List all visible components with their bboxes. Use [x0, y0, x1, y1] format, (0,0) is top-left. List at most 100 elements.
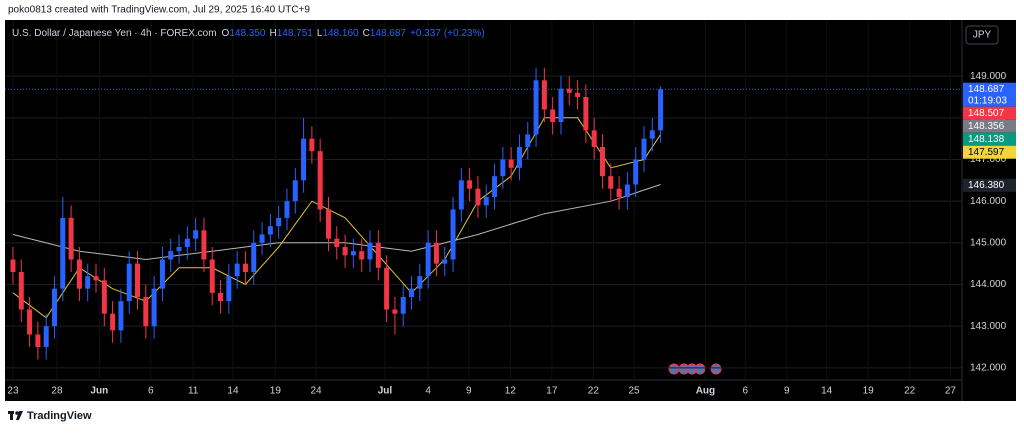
moving-average — [12, 117, 662, 319]
candle-body — [193, 230, 199, 239]
y-tick-label: 142.000 — [970, 362, 1007, 373]
candle-body — [267, 226, 273, 235]
candle-body — [292, 180, 298, 202]
candle-body — [475, 188, 481, 206]
candle-body — [442, 259, 448, 264]
candle-body — [209, 259, 215, 293]
candle-body — [409, 288, 415, 297]
x-tick-label: 14 — [227, 386, 239, 397]
candle-body — [334, 238, 340, 247]
candle-body — [641, 138, 647, 160]
ohlc-value: 148.350 — [229, 28, 266, 39]
candle-body — [218, 292, 224, 302]
x-tick-label: 4 — [425, 386, 431, 397]
candle-body — [259, 234, 265, 243]
candle-body — [608, 176, 614, 189]
candle-body — [483, 197, 489, 206]
x-tick-label: 25 — [628, 386, 640, 397]
x-tick-label: 24 — [310, 386, 322, 397]
candle-body — [118, 301, 124, 331]
x-tick-label: 9 — [784, 386, 790, 397]
logo-dot — [15, 411, 19, 415]
candle-body — [309, 138, 315, 152]
x-tick-label: 22 — [588, 386, 600, 397]
currency-box[interactable] — [965, 25, 999, 45]
price-label: 148.687 — [968, 84, 1005, 95]
x-tick-label: Jul — [378, 386, 393, 397]
candle-body — [101, 280, 107, 314]
candle-body — [168, 251, 174, 260]
logo-shape — [16, 411, 23, 420]
x-tick-label: 9 — [466, 386, 472, 397]
candle-body — [159, 259, 165, 289]
candle-body — [27, 309, 33, 335]
candle-body — [51, 288, 57, 327]
candle-body — [583, 97, 589, 131]
event-icon[interactable] — [668, 363, 680, 375]
currency[interactable]: JPY — [973, 30, 992, 41]
candle-body — [317, 151, 323, 210]
candle-body — [392, 309, 398, 314]
ohlc-value: 148.160 — [322, 28, 359, 39]
candle-body — [35, 334, 41, 347]
x-tick-label: 14 — [821, 386, 833, 397]
candle-body — [367, 242, 373, 260]
candle-body — [276, 217, 282, 227]
ohlc-name: C — [363, 28, 370, 39]
candle-body — [624, 184, 630, 197]
event-icon[interactable] — [710, 363, 722, 375]
candle-body — [417, 276, 423, 289]
candle-body — [350, 251, 356, 256]
candle-body — [301, 138, 307, 181]
x-tick-label: 6 — [743, 386, 749, 397]
candle-body — [516, 147, 522, 168]
symbol-legend: U.S. Dollar / Japanese Yen · 4h · FOREX.… — [12, 28, 485, 39]
candle-body — [226, 276, 232, 302]
candle-body — [110, 313, 116, 331]
candle-body — [533, 80, 539, 135]
candle-body — [566, 88, 572, 93]
x-tick-label: Jun — [90, 386, 108, 397]
x-tick-label: 12 — [505, 386, 517, 397]
candle-body — [500, 159, 506, 177]
candle-body — [525, 134, 531, 147]
price-label-box — [963, 106, 1016, 120]
candle-body — [201, 230, 207, 260]
symbol-title: U.S. Dollar / Japanese Yen · 4h · FOREX.… — [12, 28, 217, 39]
x-tick-label: 6 — [148, 386, 154, 397]
price-label: 147.597 — [968, 147, 1005, 158]
event-icons[interactable] — [668, 363, 722, 375]
ohlc-name: O — [222, 28, 230, 39]
price-label-box — [963, 132, 1016, 146]
candle-body — [234, 263, 240, 277]
ohlc-name: H — [269, 28, 276, 39]
candle-body — [143, 297, 149, 327]
price-label-box — [963, 145, 1016, 159]
candle-body — [599, 147, 605, 177]
candle-body — [616, 188, 622, 197]
candle-body — [126, 263, 132, 302]
candle-body — [467, 180, 473, 189]
candle-body — [450, 209, 456, 260]
candle-body — [433, 242, 439, 264]
logo-bar — [10, 411, 13, 420]
y-tick-label: 143.000 — [970, 321, 1007, 332]
y-tick-label: 147.000 — [970, 154, 1007, 165]
candle-body — [591, 130, 597, 147]
candle-body — [85, 276, 91, 289]
y-tick-label: 145.000 — [970, 237, 1007, 248]
candle-body — [649, 130, 655, 139]
candle-body — [375, 242, 381, 268]
candle-body — [384, 267, 390, 310]
candle-body — [176, 247, 182, 252]
candle-body — [633, 159, 639, 185]
candle-body — [242, 263, 248, 272]
candle-body — [425, 242, 431, 277]
event-icon[interactable] — [694, 363, 706, 375]
price-label: 146.380 — [968, 180, 1005, 191]
candle-body — [60, 217, 66, 289]
price-label: 148.507 — [968, 108, 1005, 119]
x-tick-label: 22 — [904, 386, 916, 397]
brand: TradingView — [27, 410, 92, 422]
